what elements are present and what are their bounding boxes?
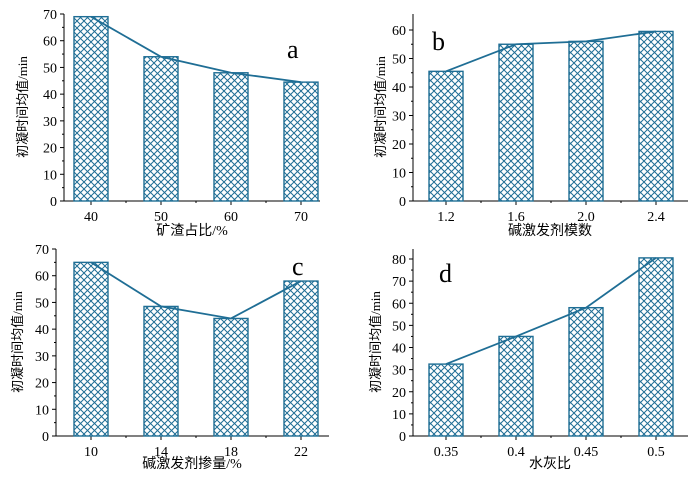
panel-d-xtick-label: 0.45: [574, 445, 599, 460]
panel-a-bars: [73, 15, 319, 202]
panel-c-bar: [143, 305, 179, 437]
panel-a-trend: [90, 15, 302, 84]
panel-a-ytick-label: 60: [43, 35, 57, 50]
panel-a-x-label: 矿渣占比/%: [156, 223, 228, 239]
panel-a-xtick-label: 40: [84, 210, 98, 225]
panel-d-x-label: 水灰比: [529, 456, 571, 472]
panel-b-ytick-label: 0: [399, 195, 406, 210]
panel-c-ytick-label: 10: [35, 403, 49, 418]
panel-c-ytick-label: 60: [35, 270, 49, 285]
panel-c-ytick-label: 70: [35, 243, 49, 258]
panel-d-xtick-label: 0.5: [647, 445, 665, 460]
panel-c-xtick-label: 14: [154, 445, 168, 460]
panel-a: a 矿渣占比/% 初凝时间均值/min 0 10 20 30 40 50 60 70 40 50 6…: [15, 8, 320, 239]
panel-a-bar: [143, 56, 179, 202]
panel-d-letter: d: [439, 259, 452, 288]
panel-a-ytick-label: 0: [50, 195, 57, 210]
panel-d-ytick-label: 20: [392, 386, 406, 401]
panel-b-bar: [638, 30, 674, 202]
panel-c: c 碱激发剂掺量/% 初凝时间均值/min 0 10 20 30 40 50 60 70 10 1…: [10, 243, 329, 472]
panel-a-y-label: 初凝时间均值/min: [15, 56, 30, 158]
panel-d-ytick-label: 0: [399, 430, 406, 445]
panel-a-ytick-label: 30: [43, 115, 57, 130]
panel-b-ytick-label: 20: [392, 138, 406, 153]
panel-b: b 碱激发剂模数 初凝时间均值/min 0 10 20 30 40 50 60 1.2 1.6 2…: [373, 14, 688, 239]
panel-c-trend-line: [90, 261, 302, 320]
panel-a-ytick-label: 40: [43, 88, 57, 103]
panel-c-bar: [213, 317, 249, 437]
panel-b-ytick-label: 30: [392, 110, 406, 125]
panel-b-ytick-label: 10: [392, 167, 406, 182]
panel-c-trend: [90, 261, 302, 320]
panel-d-ytick-label: 70: [392, 275, 406, 290]
panel-c-ytick-label: 20: [35, 377, 49, 392]
panel-b-letter: b: [432, 27, 445, 56]
panel-a-xtick-label: 60: [224, 210, 238, 225]
panel-d-ytick-label: 40: [392, 342, 406, 357]
panel-a-bar: [213, 72, 249, 202]
panel-d-ytick-label: 10: [392, 408, 406, 423]
panel-a-xtick-label: 50: [154, 210, 168, 225]
panel-d-ytick-label: 80: [392, 253, 406, 268]
panel-c-xtick-label: 22: [294, 445, 308, 460]
panel-b-xtick-label: 2.0: [577, 210, 595, 225]
panel-d-ytick-label: 50: [392, 319, 406, 334]
panel-c-xtick-label: 10: [84, 445, 98, 460]
panel-d-trend: [445, 257, 657, 365]
panel-d-bar: [568, 306, 604, 437]
panel-b-bar: [498, 43, 534, 202]
panel-b-bar: [568, 40, 604, 202]
panel-a-ytick-label: 10: [43, 168, 57, 183]
panel-c-ytick-label: 40: [35, 323, 49, 338]
panel-c-bar: [283, 280, 319, 437]
panel-a-ytick-label: 20: [43, 142, 57, 157]
panel-a-ytick-label: 50: [43, 61, 57, 76]
panel-b-y-label: 初凝时间均值/min: [373, 56, 388, 158]
panel-a-trend-line: [90, 15, 302, 84]
panel-c-xtick-label: 18: [224, 445, 238, 460]
panel-b-ytick-label: 50: [392, 53, 406, 68]
panel-b-xtick-label: 1.6: [507, 210, 525, 225]
panel-d-trend-line: [445, 257, 657, 365]
panel-c-bars: [73, 261, 319, 437]
panel-d-ytick-label: 30: [392, 364, 406, 379]
panel-c-y-label: 初凝时间均值/min: [10, 291, 25, 393]
panel-b-xtick-label: 2.4: [647, 210, 665, 225]
panel-d-bar: [428, 363, 464, 437]
panel-d-bar: [498, 335, 534, 437]
panel-d-xtick-label: 0.4: [507, 445, 525, 460]
panel-c-ytick-label: 0: [42, 430, 49, 445]
panel-c-x-label: 碱激发剂掺量/%: [142, 455, 242, 472]
panel-b-ticks: 0 10 20 30 40 50 60 1.2 1.6 2.0 2.4: [392, 24, 665, 225]
panel-a-xtick-label: 70: [294, 210, 308, 225]
panel-d: d 水灰比 初凝时间均值/min 0 10 20 30 40 50 60 70 80 0.35 0.…: [368, 249, 688, 472]
panel-b-trend: [445, 30, 657, 73]
panel-c-ytick-label: 50: [35, 296, 49, 311]
panel-d-xtick-label: 0.35: [434, 445, 459, 460]
panel-b-trend-line: [445, 30, 657, 73]
panel-a-bar: [283, 81, 319, 202]
panel-b-xtick-label: 1.2: [437, 210, 455, 225]
panel-a-bar: [73, 15, 109, 202]
panel-d-bars: [428, 257, 674, 437]
panel-b-x-label: 碱激发剂模数: [508, 222, 592, 239]
panel-a-ytick-label: 70: [43, 8, 57, 23]
panel-b-ytick-label: 60: [392, 24, 406, 39]
panel-a-ticks: 0 10 20 30 40 50 60 70 40 50 60 70: [43, 8, 308, 225]
panel-b-bar: [428, 70, 464, 202]
panel-d-ticks: 0 10 20 30 40 50 60 70 80 0.35 0.4 0.45 0.5: [392, 253, 665, 460]
panel-c-bar: [73, 261, 109, 437]
panel-b-bars: [428, 30, 674, 202]
panel-c-ytick-label: 30: [35, 350, 49, 365]
panel-d-y-label: 初凝时间均值/min: [368, 291, 383, 393]
panel-d-ytick-label: 60: [392, 297, 406, 312]
panel-a-letter: a: [287, 35, 299, 64]
panel-c-letter: c: [292, 252, 304, 281]
panel-d-bar: [638, 257, 674, 437]
panel-b-ytick-label: 40: [392, 81, 406, 96]
panel-c-ticks: 0 10 20 30 40 50 60 70 10 14 18 22: [35, 243, 308, 460]
